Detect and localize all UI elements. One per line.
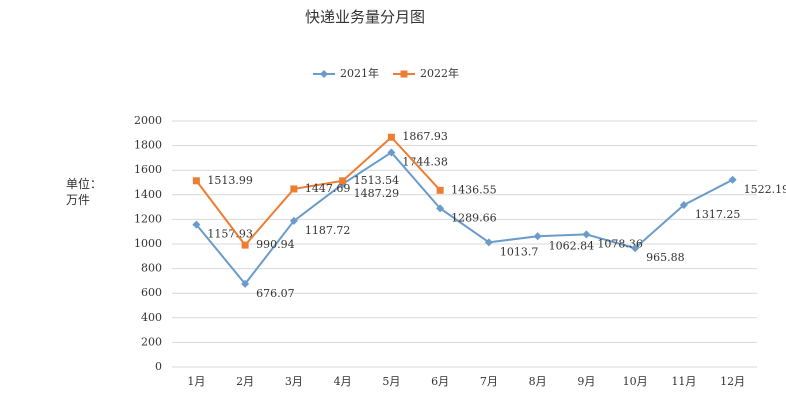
- marker: [728, 175, 737, 184]
- y-tick-label: 600: [141, 286, 162, 299]
- marker: [436, 186, 444, 194]
- x-tick-label: 5月: [382, 375, 400, 388]
- marker: [679, 200, 688, 209]
- x-tick-label: 4月: [334, 375, 352, 388]
- marker: [631, 244, 640, 253]
- marker: [339, 177, 347, 185]
- x-tick-label: 11月: [671, 375, 696, 388]
- x-tick-label: 7月: [480, 375, 498, 388]
- data-label: 1867.93: [402, 130, 448, 143]
- series-line: [195, 151, 734, 286]
- marker: [533, 232, 542, 241]
- marker: [400, 70, 408, 78]
- legend-label: 2021年: [340, 66, 379, 80]
- data-label: 1289.66: [451, 211, 497, 224]
- legend-label: 2022年: [420, 66, 459, 80]
- marker: [320, 70, 328, 78]
- data-label: 1447.69: [305, 182, 351, 195]
- data-label: 1744.38: [402, 155, 448, 168]
- x-tick-label: 3月: [285, 375, 303, 388]
- y-tick-label: 800: [141, 262, 162, 275]
- marker: [484, 238, 493, 247]
- x-tick-label: 1月: [187, 375, 205, 388]
- y-tick-label: 1000: [134, 237, 162, 250]
- marker: [387, 148, 396, 157]
- x-tick-label: 12月: [720, 375, 745, 388]
- marker: [436, 204, 445, 213]
- data-label: 1513.99: [207, 174, 253, 187]
- marker: [387, 133, 395, 141]
- marker: [241, 241, 249, 249]
- data-label: 1187.72: [305, 224, 351, 237]
- y-axis-label: 单位：万件: [66, 177, 103, 207]
- y-tick-label: 1600: [134, 163, 162, 176]
- data-label: 1078.36: [597, 237, 643, 250]
- data-label: 1522.19: [744, 183, 786, 196]
- marker: [289, 216, 298, 225]
- x-tick-label: 9月: [577, 375, 595, 388]
- data-label: 1487.29: [354, 187, 400, 200]
- data-label: 1157.93: [207, 228, 253, 241]
- marker: [290, 185, 298, 193]
- chart-title: 快递业务量分月图: [305, 8, 425, 26]
- y-tick-label: 0: [155, 360, 162, 373]
- data-label: 1513.54: [354, 174, 400, 187]
- data-label: 990.94: [256, 238, 295, 251]
- data-label: 676.07: [256, 287, 295, 300]
- y-tick-label: 1400: [134, 188, 162, 201]
- data-label: 1062.84: [549, 239, 595, 252]
- marker: [582, 230, 591, 239]
- marker: [192, 177, 200, 185]
- data-label: 965.88: [646, 251, 685, 264]
- series-line: [195, 135, 441, 247]
- y-tick-label: 2000: [134, 114, 162, 127]
- x-tick-label: 10月: [623, 375, 648, 388]
- x-tick-label: 2月: [236, 375, 254, 388]
- x-tick-label: 6月: [431, 375, 449, 388]
- y-tick-label: 400: [141, 311, 162, 324]
- y-tick-label: 200: [141, 335, 162, 348]
- data-label: 1317.25: [695, 208, 741, 221]
- data-label: 1013.7: [500, 245, 539, 258]
- x-tick-label: 8月: [529, 375, 547, 388]
- y-tick-label: 1800: [134, 139, 162, 152]
- y-tick-label: 1200: [134, 212, 162, 225]
- data-label: 1436.55: [451, 183, 497, 196]
- marker: [192, 220, 201, 229]
- marker: [241, 279, 250, 288]
